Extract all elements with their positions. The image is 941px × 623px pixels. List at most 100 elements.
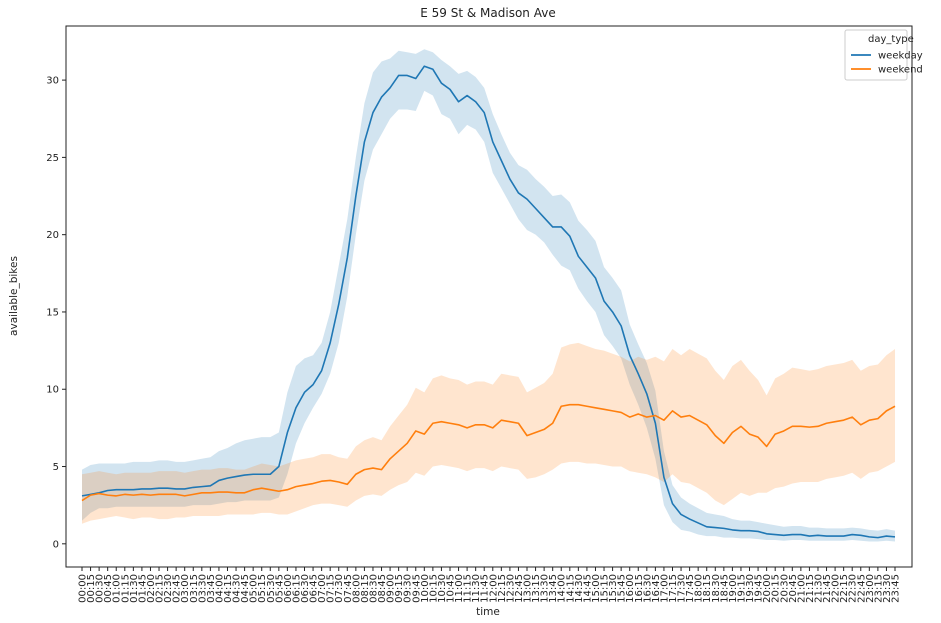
x-tick-label: 22:45 <box>856 574 867 603</box>
x-tick-label: 21:15 <box>805 574 816 603</box>
x-tick-label: 11:15 <box>463 574 474 603</box>
y-tick-label: 20 <box>46 230 59 241</box>
x-axis: 00:0000:1500:3000:4501:0001:1501:3001:45… <box>78 567 902 603</box>
x-tick-label: 09:45 <box>411 574 422 603</box>
chart-title: E 59 St & Madison Ave <box>420 6 555 20</box>
legend-label-weekend: weekend <box>878 65 923 76</box>
x-tick-label: 02:00 <box>146 574 157 603</box>
x-tick-label: 00:30 <box>95 574 106 603</box>
x-tick-label: 10:45 <box>445 574 456 603</box>
x-tick-label: 16:15 <box>634 574 645 603</box>
x-tick-label: 08:30 <box>368 574 379 603</box>
x-tick-label: 08:45 <box>377 574 388 603</box>
x-tick-label: 14:00 <box>557 574 568 603</box>
x-tick-label: 23:30 <box>882 574 893 603</box>
x-tick-label: 12:30 <box>505 574 516 603</box>
x-tick-label: 07:00 <box>317 574 328 603</box>
x-tick-label: 21:00 <box>796 574 807 603</box>
x-tick-label: 16:45 <box>651 574 662 603</box>
x-tick-label: 18:15 <box>702 574 713 603</box>
x-tick-label: 04:30 <box>232 574 243 603</box>
x-axis-title: time <box>476 606 500 618</box>
x-tick-label: 17:30 <box>677 574 688 603</box>
x-tick-label: 01:00 <box>112 574 123 603</box>
x-tick-label: 05:45 <box>274 574 285 603</box>
x-tick-label: 15:45 <box>617 574 628 603</box>
x-tick-label: 19:30 <box>745 574 756 603</box>
x-tick-label: 22:15 <box>839 574 850 603</box>
x-tick-label: 05:00 <box>249 574 260 603</box>
legend-label-weekday: weekday <box>878 51 923 62</box>
x-tick-label: 02:45 <box>172 574 183 603</box>
x-tick-label: 02:15 <box>155 574 166 603</box>
x-tick-label: 09:15 <box>394 574 405 603</box>
y-tick-label: 5 <box>53 462 59 473</box>
x-tick-label: 04:00 <box>214 574 225 603</box>
x-tick-label: 07:45 <box>343 574 354 603</box>
series-lines <box>81 65 896 539</box>
legend-box <box>844 29 908 81</box>
x-tick-label: 00:00 <box>78 574 89 603</box>
x-tick-label: 14:15 <box>565 574 576 603</box>
x-tick-label: 19:00 <box>728 574 739 603</box>
x-tick-label: 01:15 <box>120 574 131 603</box>
x-tick-label: 17:00 <box>659 574 670 603</box>
y-axis-title: available_bikes <box>8 256 20 336</box>
x-tick-label: 13:00 <box>523 574 534 603</box>
x-tick-label: 04:15 <box>223 574 234 603</box>
x-tick-label: 04:45 <box>240 574 251 603</box>
x-tick-label: 11:00 <box>454 574 465 603</box>
plot-frame <box>65 25 913 568</box>
x-tick-label: 10:15 <box>428 574 439 603</box>
x-tick-label: 13:15 <box>531 574 542 603</box>
x-tick-label: 18:00 <box>694 574 705 603</box>
x-tick-label: 14:45 <box>582 574 593 603</box>
x-tick-label: 08:00 <box>351 574 362 603</box>
x-tick-label: 10:00 <box>420 574 431 603</box>
y-tick-label: 10 <box>46 385 59 396</box>
x-tick-label: 10:30 <box>437 574 448 603</box>
x-tick-label: 09:00 <box>386 574 397 603</box>
x-tick-label: 13:45 <box>548 574 559 603</box>
x-tick-label: 06:45 <box>309 574 320 603</box>
x-tick-label: 18:45 <box>719 574 730 603</box>
x-tick-label: 00:15 <box>86 574 97 603</box>
x-tick-label: 20:15 <box>771 574 782 603</box>
x-tick-label: 21:30 <box>813 574 824 603</box>
x-tick-label: 06:00 <box>283 574 294 603</box>
x-tick-label: 01:45 <box>137 574 148 603</box>
ci-band-weekday <box>82 49 895 542</box>
y-axis: 0 5 10 15 20 25 30 <box>46 76 66 550</box>
x-tick-label: 16:30 <box>642 574 653 603</box>
y-tick-label: 15 <box>46 307 59 318</box>
x-tick-label: 07:15 <box>326 574 337 603</box>
x-tick-label: 11:30 <box>471 574 482 603</box>
x-tick-label: 02:30 <box>163 574 174 603</box>
x-tick-label: 12:15 <box>497 574 508 603</box>
x-tick-label: 20:45 <box>788 574 799 603</box>
x-tick-label: 01:30 <box>129 574 140 603</box>
confidence-bands <box>82 49 895 542</box>
x-tick-label: 20:00 <box>762 574 773 603</box>
x-tick-label: 00:45 <box>103 574 114 603</box>
x-tick-label: 14:30 <box>574 574 585 603</box>
y-tick-label: 30 <box>46 76 59 87</box>
series-line-weekend <box>81 403 896 502</box>
x-tick-label: 06:15 <box>291 574 302 603</box>
x-tick-label: 18:30 <box>711 574 722 603</box>
x-tick-label: 07:30 <box>334 574 345 603</box>
x-tick-label: 15:00 <box>591 574 602 603</box>
x-tick-label: 23:00 <box>865 574 876 603</box>
x-tick-label: 12:00 <box>488 574 499 603</box>
legend: day_type weekday weekend <box>844 29 923 81</box>
x-tick-label: 08:15 <box>360 574 371 603</box>
x-tick-label: 17:15 <box>668 574 679 603</box>
series-line-weekday <box>81 65 896 539</box>
x-tick-label: 23:45 <box>891 574 902 603</box>
x-tick-label: 03:00 <box>180 574 191 603</box>
x-tick-label: 23:15 <box>873 574 884 603</box>
x-tick-label: 19:15 <box>736 574 747 603</box>
x-tick-label: 22:00 <box>831 574 842 603</box>
x-tick-label: 09:30 <box>403 574 414 603</box>
